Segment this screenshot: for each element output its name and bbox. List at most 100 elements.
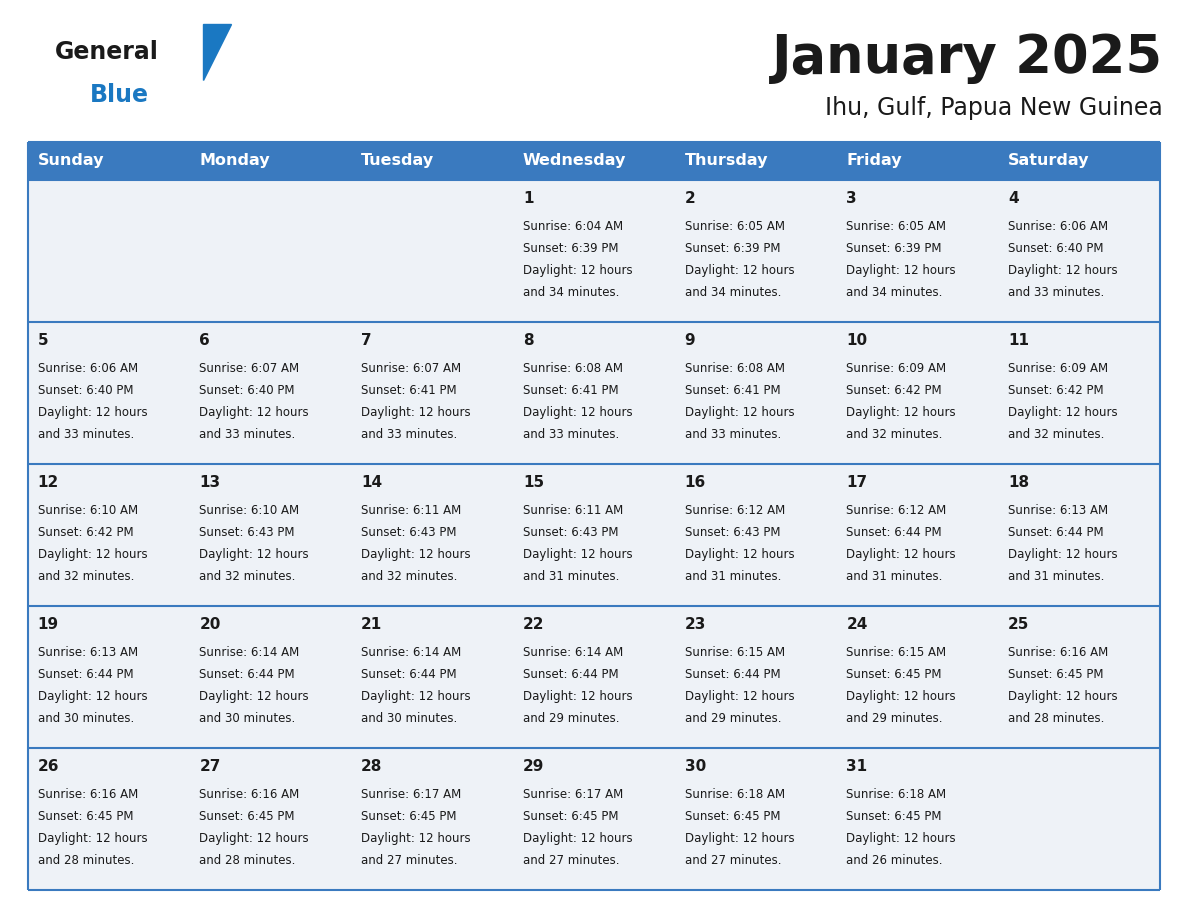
Text: Sunrise: 6:06 AM: Sunrise: 6:06 AM: [38, 362, 138, 375]
Text: Daylight: 12 hours: Daylight: 12 hours: [1007, 263, 1118, 277]
Text: Daylight: 12 hours: Daylight: 12 hours: [361, 832, 470, 845]
Text: Sunset: 6:40 PM: Sunset: 6:40 PM: [1007, 241, 1104, 255]
Text: Daylight: 12 hours: Daylight: 12 hours: [684, 832, 795, 845]
Text: and 30 minutes.: and 30 minutes.: [361, 711, 457, 725]
Text: 29: 29: [523, 759, 544, 775]
Text: Daylight: 12 hours: Daylight: 12 hours: [523, 689, 632, 703]
Text: Sunrise: 6:07 AM: Sunrise: 6:07 AM: [200, 362, 299, 375]
Text: Daylight: 12 hours: Daylight: 12 hours: [523, 406, 632, 419]
Bar: [836, 142, 998, 180]
Bar: [190, 748, 352, 890]
Text: Sunrise: 6:08 AM: Sunrise: 6:08 AM: [684, 362, 784, 375]
Bar: [513, 180, 675, 322]
Text: Daylight: 12 hours: Daylight: 12 hours: [684, 406, 795, 419]
Text: Daylight: 12 hours: Daylight: 12 hours: [846, 406, 956, 419]
Text: Sunrise: 6:12 AM: Sunrise: 6:12 AM: [684, 504, 785, 517]
Polygon shape: [203, 24, 230, 80]
Text: Daylight: 12 hours: Daylight: 12 hours: [200, 406, 309, 419]
Text: 22: 22: [523, 618, 544, 633]
Text: and 29 minutes.: and 29 minutes.: [523, 711, 619, 725]
Text: Daylight: 12 hours: Daylight: 12 hours: [361, 406, 470, 419]
Text: Sunrise: 6:16 AM: Sunrise: 6:16 AM: [200, 788, 299, 800]
Text: Sunset: 6:42 PM: Sunset: 6:42 PM: [38, 526, 133, 539]
Text: Thursday: Thursday: [684, 153, 769, 169]
Text: 26: 26: [38, 759, 59, 775]
Text: 12: 12: [38, 476, 59, 490]
Text: Sunset: 6:44 PM: Sunset: 6:44 PM: [361, 667, 456, 681]
Text: Sunrise: 6:11 AM: Sunrise: 6:11 AM: [361, 504, 461, 517]
Bar: [190, 142, 352, 180]
Text: Sunset: 6:45 PM: Sunset: 6:45 PM: [200, 810, 295, 823]
Text: Tuesday: Tuesday: [361, 153, 435, 169]
Bar: [190, 606, 352, 748]
Text: and 29 minutes.: and 29 minutes.: [684, 711, 781, 725]
Text: Daylight: 12 hours: Daylight: 12 hours: [200, 548, 309, 561]
Text: Daylight: 12 hours: Daylight: 12 hours: [846, 689, 956, 703]
Text: Daylight: 12 hours: Daylight: 12 hours: [38, 832, 147, 845]
Bar: [675, 180, 836, 322]
Text: 28: 28: [361, 759, 383, 775]
Text: and 34 minutes.: and 34 minutes.: [684, 285, 781, 298]
Text: Sunset: 6:44 PM: Sunset: 6:44 PM: [684, 667, 781, 681]
Text: Sunset: 6:44 PM: Sunset: 6:44 PM: [200, 667, 295, 681]
Text: Sunset: 6:41 PM: Sunset: 6:41 PM: [684, 384, 781, 397]
Text: Wednesday: Wednesday: [523, 153, 626, 169]
Bar: [836, 464, 998, 606]
Bar: [998, 748, 1159, 890]
Text: Daylight: 12 hours: Daylight: 12 hours: [846, 832, 956, 845]
Text: and 32 minutes.: and 32 minutes.: [38, 570, 134, 583]
Text: and 34 minutes.: and 34 minutes.: [846, 285, 942, 298]
Text: Sunrise: 6:17 AM: Sunrise: 6:17 AM: [523, 788, 623, 800]
Bar: [998, 142, 1159, 180]
Text: Sunrise: 6:05 AM: Sunrise: 6:05 AM: [846, 219, 947, 233]
Text: 20: 20: [200, 618, 221, 633]
Text: and 31 minutes.: and 31 minutes.: [846, 570, 942, 583]
Text: Sunset: 6:40 PM: Sunset: 6:40 PM: [38, 384, 133, 397]
Bar: [190, 464, 352, 606]
Text: Saturday: Saturday: [1007, 153, 1089, 169]
Bar: [352, 464, 513, 606]
Bar: [513, 464, 675, 606]
Text: Daylight: 12 hours: Daylight: 12 hours: [523, 263, 632, 277]
Text: Sunrise: 6:06 AM: Sunrise: 6:06 AM: [1007, 219, 1108, 233]
Bar: [352, 142, 513, 180]
Text: Sunset: 6:43 PM: Sunset: 6:43 PM: [684, 526, 781, 539]
Bar: [998, 180, 1159, 322]
Text: Daylight: 12 hours: Daylight: 12 hours: [846, 548, 956, 561]
Text: Sunrise: 6:05 AM: Sunrise: 6:05 AM: [684, 219, 784, 233]
Text: and 28 minutes.: and 28 minutes.: [200, 854, 296, 867]
Text: Sunset: 6:42 PM: Sunset: 6:42 PM: [846, 384, 942, 397]
Text: and 30 minutes.: and 30 minutes.: [38, 711, 134, 725]
Text: and 33 minutes.: and 33 minutes.: [200, 428, 296, 441]
Bar: [675, 606, 836, 748]
Text: Sunrise: 6:08 AM: Sunrise: 6:08 AM: [523, 362, 623, 375]
Text: and 32 minutes.: and 32 minutes.: [361, 570, 457, 583]
Text: Sunset: 6:45 PM: Sunset: 6:45 PM: [846, 667, 942, 681]
Text: Sunset: 6:45 PM: Sunset: 6:45 PM: [1007, 667, 1104, 681]
Text: Sunday: Sunday: [38, 153, 105, 169]
Text: 31: 31: [846, 759, 867, 775]
Text: Sunset: 6:44 PM: Sunset: 6:44 PM: [523, 667, 619, 681]
Text: and 31 minutes.: and 31 minutes.: [1007, 570, 1105, 583]
Text: and 32 minutes.: and 32 minutes.: [200, 570, 296, 583]
Text: Daylight: 12 hours: Daylight: 12 hours: [361, 689, 470, 703]
Text: Sunrise: 6:11 AM: Sunrise: 6:11 AM: [523, 504, 623, 517]
Text: Sunset: 6:44 PM: Sunset: 6:44 PM: [846, 526, 942, 539]
Bar: [352, 748, 513, 890]
Text: and 33 minutes.: and 33 minutes.: [684, 428, 781, 441]
Text: and 31 minutes.: and 31 minutes.: [523, 570, 619, 583]
Text: Daylight: 12 hours: Daylight: 12 hours: [38, 548, 147, 561]
Text: Sunrise: 6:12 AM: Sunrise: 6:12 AM: [846, 504, 947, 517]
Text: Monday: Monday: [200, 153, 270, 169]
Text: and 29 minutes.: and 29 minutes.: [846, 711, 943, 725]
Bar: [513, 142, 675, 180]
Text: Daylight: 12 hours: Daylight: 12 hours: [523, 548, 632, 561]
Bar: [352, 322, 513, 464]
Text: Sunset: 6:39 PM: Sunset: 6:39 PM: [523, 241, 618, 255]
Text: and 34 minutes.: and 34 minutes.: [523, 285, 619, 298]
Text: 3: 3: [846, 191, 857, 207]
Text: Daylight: 12 hours: Daylight: 12 hours: [684, 263, 795, 277]
Text: 11: 11: [1007, 333, 1029, 348]
Text: Sunset: 6:45 PM: Sunset: 6:45 PM: [523, 810, 618, 823]
Bar: [190, 322, 352, 464]
